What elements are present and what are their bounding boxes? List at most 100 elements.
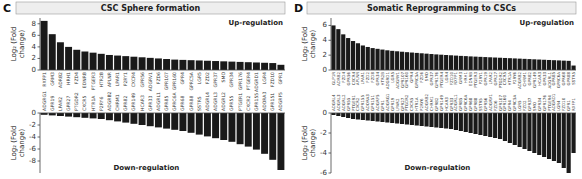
bar: [429, 54, 433, 70]
axis-label-line: Log₂ (Fold: [301, 27, 309, 62]
bar: [434, 113, 438, 128]
category-label: ADGRV1: [148, 72, 153, 91]
bar: [237, 62, 244, 70]
category-label: HRH1: [66, 72, 71, 85]
category-label: ADGRL2: [221, 92, 226, 111]
bar: [405, 52, 409, 70]
bar: [204, 61, 211, 70]
axis-label-line: change): [18, 128, 26, 157]
category-label: GPR85: [164, 96, 169, 111]
bar: [459, 113, 463, 131]
bar: [196, 113, 203, 135]
bar: [498, 58, 502, 70]
bar: [478, 57, 482, 70]
tick: [38, 70, 41, 71]
bar: [65, 47, 72, 70]
bar: [493, 113, 497, 138]
bar: [356, 43, 360, 70]
category-label: LPAR1: [115, 72, 120, 86]
tick: [329, 133, 332, 134]
bar: [346, 113, 350, 118]
panel: -8-6-4-20Log₂ (Foldchange)ADGRG1GPR19LPA…: [10, 91, 285, 173]
bar: [537, 60, 541, 70]
category-label: CXCR4: [131, 72, 136, 87]
category-label: FZD4: [74, 72, 79, 84]
bar: [65, 113, 72, 117]
bar: [464, 56, 468, 70]
category-label: PTGER4: [246, 72, 251, 90]
bar: [371, 113, 375, 121]
category-label: HCAR3: [140, 95, 145, 111]
bar: [98, 54, 105, 70]
bar: [557, 60, 561, 70]
bar: [567, 113, 571, 173]
bar: [454, 113, 458, 130]
bar: [567, 61, 571, 70]
bar: [341, 113, 345, 117]
category-label: CXCR5: [82, 96, 87, 111]
tick-label: 2: [323, 51, 327, 59]
category-label: GPR34: [229, 72, 234, 87]
x-axis: [331, 70, 576, 71]
tick: [329, 40, 332, 41]
category-label: GPR176: [238, 72, 243, 90]
category-label: LPAR2: [58, 97, 63, 111]
bar: [212, 61, 219, 70]
bar: [155, 58, 162, 70]
bar: [439, 55, 443, 70]
tick-label: 0: [323, 66, 327, 74]
bar: [49, 34, 56, 70]
bar: [147, 58, 154, 70]
tick-label: -6: [29, 145, 37, 153]
category-label: FZD2: [205, 72, 210, 84]
category-label: EDNRB: [82, 72, 87, 88]
category-label: FZD6: [156, 72, 161, 84]
bar: [179, 60, 186, 70]
bar: [336, 113, 340, 116]
bar: [41, 21, 48, 70]
title-box: [16, 2, 285, 14]
bar: [547, 60, 551, 70]
bar: [508, 58, 512, 70]
category-label: GPR88: [189, 96, 194, 111]
bar: [356, 113, 360, 120]
category-label: ADRB2: [58, 72, 63, 88]
bar: [385, 50, 389, 70]
x-axis: [40, 70, 285, 71]
tick: [329, 173, 332, 174]
bar: [336, 29, 340, 70]
tick-label: 6: [323, 21, 328, 29]
bar: [405, 113, 409, 125]
bar: [220, 61, 227, 70]
bar: [179, 113, 186, 131]
bar: [537, 113, 541, 155]
bar: [351, 113, 355, 119]
bar: [571, 113, 575, 153]
bars: [331, 25, 575, 70]
bar: [375, 49, 379, 70]
y-axis: [331, 113, 332, 173]
bar: [361, 45, 365, 70]
bar: [532, 113, 536, 153]
bar: [469, 56, 473, 70]
category-label: GPR82: [123, 96, 128, 111]
bar: [106, 113, 113, 120]
bar: [361, 113, 365, 120]
bar: [98, 113, 105, 119]
tick: [329, 55, 332, 56]
annotation: Up-regulation: [229, 19, 283, 27]
bar: [228, 62, 235, 70]
bar: [552, 113, 556, 161]
bar: [188, 113, 195, 133]
bar: [269, 63, 276, 70]
bar: [57, 42, 64, 70]
tick: [329, 25, 332, 26]
tick: [38, 58, 41, 59]
title: Somatic Reprogramming to CSCs: [367, 4, 516, 13]
bar: [147, 113, 154, 126]
bar: [415, 53, 419, 70]
bar: [420, 113, 424, 126]
bar: [130, 113, 137, 124]
axis-label: Log₂ (Foldchange): [10, 27, 26, 62]
axis-label: Log₂ (Foldchange): [301, 27, 317, 62]
